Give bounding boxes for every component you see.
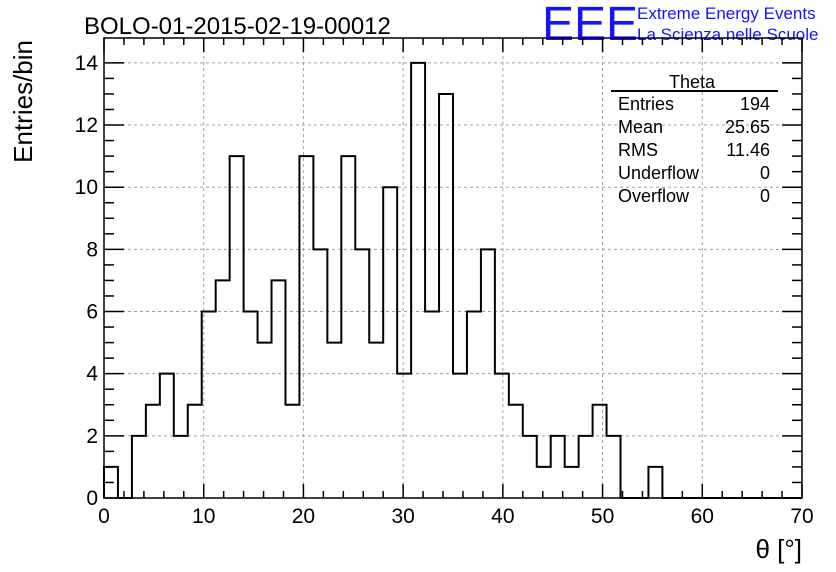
- x-tick-labels: 0 10 20 30 40 50 60 70: [98, 505, 814, 528]
- y-tick-label: 6: [86, 301, 98, 324]
- x-tick-label: 10: [192, 505, 215, 528]
- y-tick-label: 8: [86, 238, 98, 261]
- stats-row-label: Underflow: [618, 163, 700, 183]
- axis-ticks: [103, 38, 803, 499]
- stats-row-label: Mean: [618, 117, 663, 137]
- y-tick-labels: 0 2 4 6 8 10 12 14: [75, 52, 99, 510]
- histogram-bin: [244, 312, 258, 498]
- chart-title: BOLO-01-2015-02-19-00012: [84, 13, 391, 40]
- histogram-bin: [593, 405, 607, 498]
- y-tick-label: 14: [75, 52, 99, 75]
- histogram-bin: [285, 405, 299, 498]
- stats-row-label: RMS: [618, 140, 658, 160]
- histogram-bin: [188, 405, 202, 498]
- histogram-bin: [327, 343, 341, 498]
- y-tick-label: 10: [75, 176, 98, 199]
- x-axis-label: θ [°]: [755, 534, 802, 564]
- y-tick-label: 2: [86, 425, 98, 448]
- histogram-bin: [425, 312, 439, 498]
- x-tick-label: 0: [98, 505, 110, 528]
- y-tick-label: 12: [75, 114, 98, 137]
- x-tick-label: 40: [491, 505, 514, 528]
- logo-line-2: La Scienza nelle Scuole: [637, 25, 818, 44]
- stats-row-value: 0: [760, 186, 770, 206]
- histogram-bin: [579, 436, 593, 498]
- histogram-bin: [369, 343, 383, 498]
- x-tick-label: 50: [591, 505, 614, 528]
- histogram-bin: [216, 280, 230, 498]
- x-tick-label: 30: [391, 505, 414, 528]
- histogram-bin: [258, 343, 272, 498]
- histogram-bin: [523, 436, 537, 498]
- histogram-bin: [439, 94, 453, 498]
- x-tick-label: 20: [292, 505, 315, 528]
- histogram-bin: [565, 467, 579, 498]
- stats-row-value: 194: [740, 94, 770, 114]
- histogram-outline: [103, 61, 802, 499]
- y-tick-label: 0: [86, 487, 98, 510]
- histogram-bin: [537, 467, 551, 498]
- histogram-bin: [411, 63, 425, 498]
- stats-row-value: 25.65: [725, 117, 770, 137]
- histogram-bin: [383, 187, 397, 498]
- histogram-bin: [341, 156, 355, 498]
- x-tick-label: 70: [790, 505, 813, 528]
- histogram-bin: [299, 156, 313, 498]
- stats-row-value: 11.46: [726, 140, 770, 160]
- logo-line-1: Extreme Energy Events: [637, 4, 816, 23]
- histogram-bin: [230, 156, 244, 498]
- histogram-bin: [551, 436, 565, 498]
- stats-row-label: Overflow: [618, 186, 690, 206]
- histogram-bin: [174, 436, 188, 498]
- eee-logo: EEE Extreme Energy Events La Scienza nel…: [542, 0, 818, 51]
- stats-rows: Entries 194 Mean 25.65 RMS 11.46 Underflow 0 Ove…: [618, 94, 770, 206]
- histogram-bin: [146, 405, 160, 498]
- stats-title: Theta: [669, 72, 716, 92]
- histogram-bin: [648, 467, 662, 498]
- histogram-bin: [607, 436, 621, 498]
- x-tick-label: 60: [691, 505, 714, 528]
- plot-frame: [103, 37, 803, 499]
- stats-row-label: Entries: [618, 94, 674, 114]
- y-tick-label: 4: [86, 363, 98, 386]
- stats-box: Theta Entries 194 Mean 25.65 RMS 11.46 Underfl…: [611, 72, 778, 206]
- histogram-bin: [132, 436, 146, 498]
- histogram-bin: [509, 405, 523, 498]
- histogram-bin: [467, 312, 481, 498]
- histogram-bin: [272, 280, 286, 498]
- logo-mark: EEE: [542, 0, 638, 51]
- y-axis-label: Entries/bin: [8, 40, 38, 163]
- stats-row-value: 0: [760, 163, 770, 183]
